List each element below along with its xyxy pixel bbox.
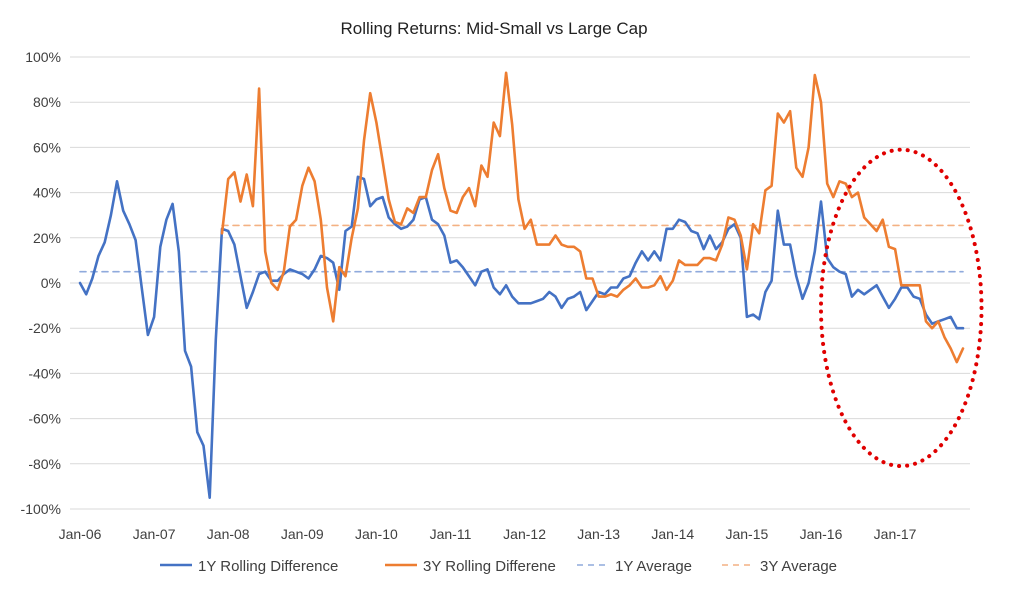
chart-title: Rolling Returns: Mid-Small vs Large Cap [340,19,647,38]
y-tick-label: -80% [28,456,61,472]
3y-rolling-difference-line [220,71,965,364]
y-tick-label: -40% [28,365,61,381]
legend-label: 3Y Average [760,558,837,575]
y-tick-label: -60% [28,411,61,427]
legend-label: 1Y Average [615,558,692,575]
x-tick-label: Jan-14 [651,526,694,542]
x-tick-label: Jan-09 [281,526,324,542]
x-tick-label: Jan-07 [133,526,176,542]
y-tick-label: 100% [25,49,61,65]
x-tick-label: Jan-16 [800,526,843,542]
series-lines [78,71,965,499]
y-axis-ticks: 100% 80% 60% 40% 20% 0% -20% -40% -60% -80% -100% [21,49,61,517]
x-tick-label: Jan-10 [355,526,398,542]
legend: 1Y Rolling Difference 3Y Rolling Differen… [160,558,837,575]
legend-label: 3Y Rolling Differene [423,558,556,575]
legend-item: 3Y Rolling Differene [385,558,556,575]
y-tick-label: 40% [33,185,61,201]
x-tick-label: Jan-11 [430,526,472,542]
legend-item: 1Y Rolling Difference [160,558,338,575]
x-tick-label: Jan-12 [503,526,546,542]
y-tick-label: 60% [33,139,61,155]
x-tick-label: Jan-13 [577,526,620,542]
grid-lines [70,56,970,510]
x-tick-label: Jan-08 [207,526,250,542]
legend-item: 3Y Average [722,558,837,575]
y-tick-label: -20% [28,320,61,336]
y-tick-label: 80% [33,94,61,110]
legend-item: 1Y Average [577,558,692,575]
x-axis-ticks: Jan-06 Jan-07 Jan-08 Jan-09 Jan-10 Jan-11 Jan-… [59,526,917,542]
highlight-ellipse [818,147,984,469]
y-tick-label: 0% [41,275,61,291]
1y-rolling-difference-line [78,175,965,499]
average-lines [79,224,964,273]
annotations [818,147,984,469]
y-tick-label: 20% [33,230,61,246]
legend-label: 1Y Rolling Difference [198,558,338,575]
y-tick-label: -100% [21,501,61,517]
x-tick-label: Jan-15 [725,526,768,542]
x-tick-label: Jan-06 [59,526,102,542]
x-tick-label: Jan-17 [874,526,917,542]
